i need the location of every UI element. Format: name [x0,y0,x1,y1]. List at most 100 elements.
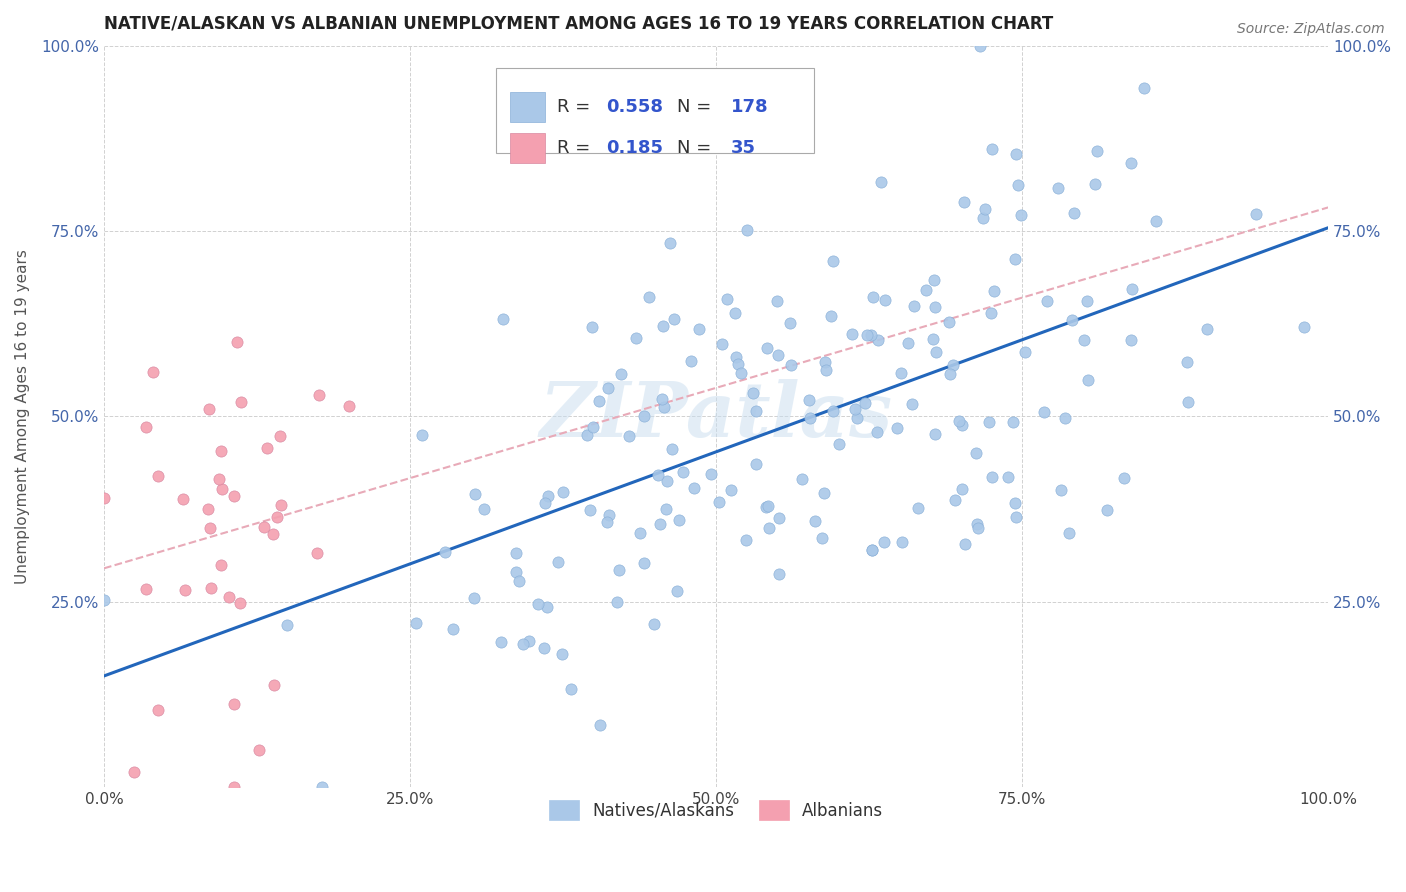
Point [489,634,512,648]
Point [517,634,540,648]
Point [218,591,240,605]
Point [262,526,284,541]
Point [865,425,887,439]
Point [1010,208,1032,222]
Point [1084,178,1107,192]
Point [198,521,221,535]
Point [815,362,838,376]
Point [610,367,633,381]
Point [209,558,232,572]
Point [197,501,219,516]
Point [797,393,820,408]
Point [1002,415,1025,429]
Point [953,195,976,210]
Point [1033,405,1056,419]
Point [208,472,231,486]
Point [576,428,599,442]
Point [198,402,221,417]
Y-axis label: Unemployment Among Ages 16 to 19 years: Unemployment Among Ages 16 to 19 years [15,249,30,584]
Point [633,556,655,570]
Point [228,596,250,610]
Point [1119,333,1142,347]
Text: N =: N = [676,98,717,116]
Point [505,565,527,579]
Point [222,780,245,794]
Point [707,495,730,509]
Point [551,484,574,499]
Point [735,223,758,237]
Point [922,332,945,346]
Point [903,299,925,313]
Point [766,348,789,362]
Point [1014,344,1036,359]
Point [662,312,685,326]
Point [672,465,695,479]
Text: R =: R = [557,138,596,157]
Point [200,581,222,595]
Point [505,546,527,560]
Point [727,357,749,371]
Point [886,421,908,435]
Legend: Natives/Alaskans, Albanians: Natives/Alaskans, Albanians [541,793,890,827]
Point [820,309,842,323]
Point [93,592,115,607]
Point [966,516,988,531]
Point [1047,181,1070,195]
Point [997,470,1019,484]
Point [658,235,681,250]
Point [527,597,550,611]
Point [780,359,803,373]
Point [828,436,851,450]
Point [1133,81,1156,95]
Point [266,509,288,524]
Point [142,365,165,379]
Point [938,315,960,329]
Point [814,355,837,369]
Point [596,381,619,395]
Point [891,534,914,549]
Point [609,563,631,577]
Point [598,508,620,522]
Point [1197,322,1219,336]
Point [730,366,752,380]
Point [579,502,602,516]
Point [307,546,329,560]
Point [768,511,790,525]
Point [1114,471,1136,485]
Point [256,442,278,456]
Point [860,543,883,558]
Point [710,337,733,351]
Point [276,617,298,632]
Point [588,393,610,408]
Point [924,345,946,359]
Point [700,467,723,481]
Point [866,334,889,348]
Point [174,582,197,597]
Point [249,743,271,757]
Point [768,566,790,581]
Point [637,290,659,304]
Point [845,411,868,425]
Point [1095,502,1118,516]
Point [657,474,679,488]
Point [651,392,673,406]
Point [972,211,994,225]
Point [969,38,991,53]
Point [533,496,555,510]
Text: 0.558: 0.558 [606,98,662,116]
Point [735,533,758,548]
Point [779,316,801,330]
Point [745,457,768,471]
Point [560,682,582,697]
Point [901,397,924,411]
Point [756,341,779,355]
Point [1050,483,1073,497]
Point [716,292,738,306]
Point [942,358,965,372]
Point [841,327,863,342]
Point [967,521,990,535]
Point [1175,354,1198,368]
Point [337,399,360,413]
Point [652,319,675,334]
Point [681,353,703,368]
